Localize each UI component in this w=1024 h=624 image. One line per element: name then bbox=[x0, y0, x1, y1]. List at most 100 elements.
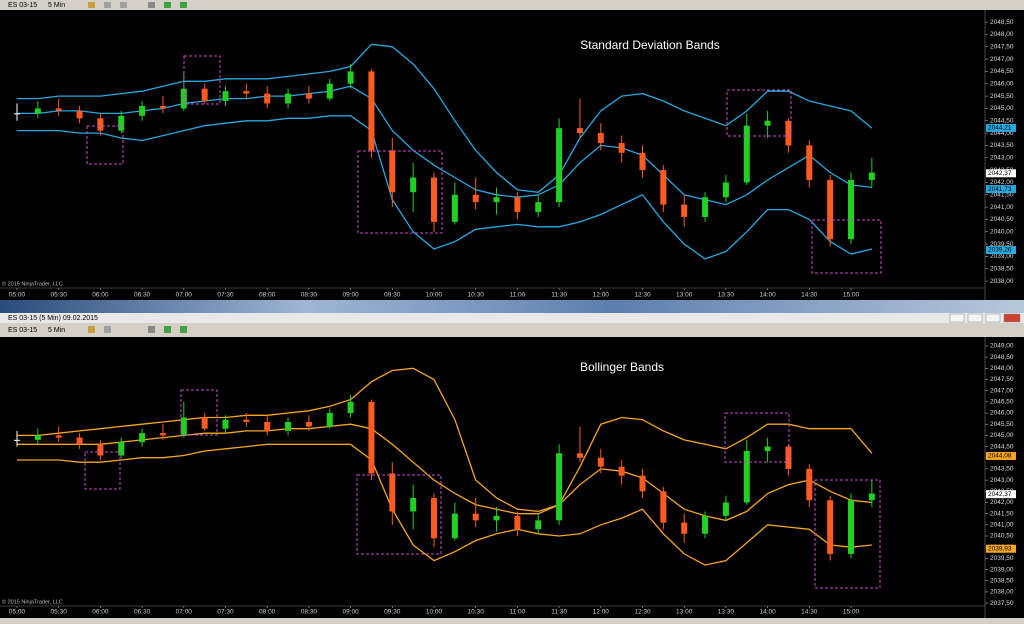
icon[interactable] bbox=[180, 2, 187, 8]
annotation-box bbox=[726, 89, 792, 137]
candle-body bbox=[535, 202, 542, 213]
icon[interactable] bbox=[104, 2, 111, 8]
y-tick-label: 2043,00 bbox=[990, 154, 1014, 161]
toolbar-icons bbox=[88, 2, 187, 333]
x-tick-label: 06:30 bbox=[134, 292, 151, 299]
candle-body bbox=[76, 110, 83, 119]
x-tick-label: 13:30 bbox=[718, 292, 735, 299]
icon[interactable] bbox=[104, 326, 111, 333]
toolbar bbox=[0, 323, 1024, 337]
x-tick-label: 08:30 bbox=[301, 609, 318, 616]
candle-body bbox=[410, 497, 417, 512]
icon[interactable] bbox=[164, 2, 171, 8]
button[interactable] bbox=[985, 313, 1001, 323]
y-tick-label: 2049,00 bbox=[990, 343, 1014, 350]
y-tick-label: 2047,00 bbox=[990, 56, 1014, 63]
toolbar bbox=[0, 0, 1024, 10]
price-axis bbox=[985, 337, 1024, 618]
candle-body bbox=[201, 88, 208, 102]
x-tick-label: 10:30 bbox=[468, 609, 485, 616]
button[interactable] bbox=[949, 313, 965, 323]
candle-body bbox=[326, 83, 333, 99]
x-tick-label: 11:30 bbox=[551, 609, 567, 616]
icon[interactable] bbox=[88, 326, 95, 333]
y-tick-label: 2047,50 bbox=[990, 376, 1014, 383]
annotation-box bbox=[356, 474, 442, 555]
price-tag bbox=[986, 451, 1016, 460]
candle-body bbox=[368, 71, 375, 151]
icon[interactable] bbox=[88, 2, 95, 8]
candle-body bbox=[76, 437, 83, 445]
candle-body bbox=[139, 105, 146, 116]
icon[interactable] bbox=[148, 2, 155, 8]
x-tick-label: 15:00 bbox=[843, 292, 860, 299]
y-tick-label: 2046,50 bbox=[990, 399, 1014, 406]
x-tick-label: 15:00 bbox=[843, 609, 860, 616]
candle-body bbox=[347, 401, 354, 414]
candle-body bbox=[347, 71, 354, 84]
x-tick-label: 07:00 bbox=[176, 292, 193, 299]
annotation-box bbox=[86, 125, 124, 165]
y-tick-label: 2042,00 bbox=[990, 499, 1014, 506]
candle-body bbox=[722, 182, 729, 198]
y-tick-label: 2045,50 bbox=[990, 93, 1014, 100]
x-tick-label: 11:30 bbox=[551, 292, 567, 299]
button[interactable] bbox=[967, 313, 983, 323]
y-tick-label: 2042,00 bbox=[990, 179, 1014, 186]
annotation-box bbox=[724, 412, 790, 463]
candle-body bbox=[556, 453, 563, 521]
candle-body bbox=[868, 493, 875, 501]
y-tick-label: 2038,00 bbox=[990, 589, 1014, 596]
y-tick-label: 2037,50 bbox=[990, 600, 1014, 607]
candle-body bbox=[472, 194, 479, 203]
candle-body bbox=[848, 179, 854, 240]
price-tag bbox=[986, 169, 1016, 178]
candle-body bbox=[472, 513, 479, 521]
x-tick-label: 06:00 bbox=[92, 292, 109, 299]
y-tick-label: 2044,50 bbox=[990, 443, 1014, 450]
x-tick-label: 07:30 bbox=[217, 609, 234, 616]
x-tick-label: 09:30 bbox=[384, 292, 401, 299]
candle-body bbox=[264, 421, 271, 431]
candle-body bbox=[660, 170, 667, 205]
x-tick-label: 14:00 bbox=[759, 609, 776, 616]
window-title: ES 03-15 (5 Min) 09.02.2015 bbox=[8, 315, 98, 322]
copyright: © 2015 NinjaTrader, LLC bbox=[2, 280, 63, 287]
candle-body bbox=[243, 419, 250, 422]
plot-area bbox=[0, 337, 985, 618]
candle-body bbox=[681, 204, 688, 217]
candle-body bbox=[264, 93, 271, 104]
interval[interactable]: 5 Min bbox=[48, 2, 65, 9]
icon[interactable] bbox=[180, 326, 187, 333]
annotation-box bbox=[180, 389, 218, 436]
close-button[interactable] bbox=[1003, 313, 1021, 323]
candle-body bbox=[639, 152, 646, 171]
annotation-box bbox=[357, 150, 443, 234]
y-tick-label: 2040,00 bbox=[990, 228, 1014, 235]
y-tick-label: 2039,50 bbox=[990, 241, 1014, 248]
y-tick-label: 2045,00 bbox=[990, 432, 1014, 439]
icon[interactable] bbox=[120, 2, 127, 8]
candle-body bbox=[14, 439, 20, 441]
icon[interactable] bbox=[148, 326, 155, 333]
candle-body bbox=[326, 413, 333, 427]
x-tick-label: 06:00 bbox=[92, 609, 109, 616]
instrument[interactable]: ES 03-15 bbox=[8, 327, 37, 334]
y-tick-label: 2047,50 bbox=[990, 43, 1014, 50]
y-tick-label: 2040,50 bbox=[990, 533, 1014, 540]
candle-body bbox=[389, 150, 396, 193]
candle-body bbox=[639, 475, 646, 492]
icon[interactable] bbox=[164, 326, 171, 333]
x-tick-label: 09:00 bbox=[342, 609, 359, 616]
candle-body bbox=[618, 466, 625, 476]
y-tick-label: 2045,50 bbox=[990, 421, 1014, 428]
interval[interactable]: 5 Min bbox=[48, 327, 65, 334]
candle-body bbox=[764, 446, 771, 452]
candle-body bbox=[451, 513, 458, 539]
band-line bbox=[17, 367, 873, 513]
candle-body bbox=[764, 120, 771, 126]
instrument[interactable]: ES 03-15 bbox=[8, 2, 37, 9]
annotation-box bbox=[814, 479, 881, 589]
x-tick-label: 05:30 bbox=[51, 292, 68, 299]
candle-body bbox=[576, 128, 583, 134]
